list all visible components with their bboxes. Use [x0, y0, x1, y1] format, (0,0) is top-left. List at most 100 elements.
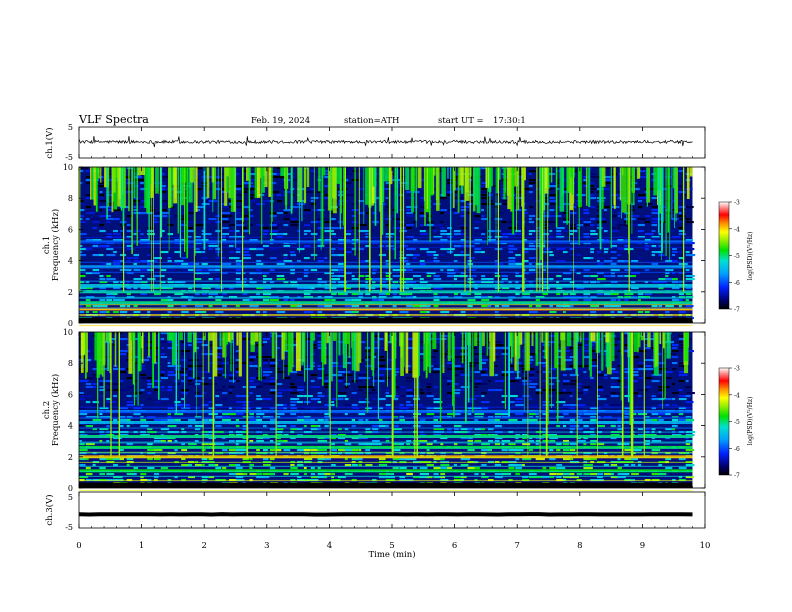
- spectrogram-cell: [133, 467, 138, 470]
- spectrogram-cell: [583, 464, 593, 467]
- spectrogram-cell: [426, 476, 433, 479]
- spectrogram-band: [79, 285, 693, 287]
- spectrogram-cell: [556, 230, 562, 233]
- spectrogram-cell: [310, 347, 319, 350]
- spectrogram-cell: [576, 404, 586, 407]
- spectrogram-cell: [290, 464, 295, 467]
- spectrogram-cell: [685, 386, 692, 389]
- spectrogram-cell: [672, 287, 680, 290]
- spectrogram-haze: [589, 332, 592, 377]
- spectrogram-cell: [235, 170, 245, 173]
- spectrogram-cell: [201, 398, 211, 401]
- spectrogram-cell: [385, 389, 389, 392]
- spectrogram-cell: [617, 458, 621, 461]
- spectrogram-cell: [508, 380, 517, 383]
- spectrogram-cell: [678, 200, 687, 203]
- spectrogram-cell: [167, 362, 171, 365]
- spectrogram-cell: [372, 350, 378, 353]
- spectrogram-cell: [617, 212, 621, 215]
- spectrogram-cell: [528, 215, 536, 218]
- spectrogram-cell: [467, 269, 477, 272]
- spectrogram-cell: [310, 227, 316, 230]
- spectrogram-cell: [413, 287, 421, 290]
- spectrogram-cell: [194, 407, 200, 410]
- spectrogram-cell: [569, 269, 576, 272]
- spectrogram-cell: [317, 428, 322, 431]
- spectrogram-cell: [188, 263, 194, 266]
- spectrogram-cell: [106, 440, 110, 443]
- spectrogram-cell: [317, 305, 326, 308]
- spectrogram-cell: [351, 305, 360, 308]
- spectrogram-cell: [426, 407, 434, 410]
- spectrogram-cell: [419, 185, 427, 188]
- spectrogram-cell: [92, 311, 98, 314]
- spectrogram-cell: [528, 371, 536, 374]
- spectrogram-haze: [232, 167, 235, 187]
- spectrogram-cell: [481, 305, 488, 308]
- spectrogram-cell: [644, 359, 654, 362]
- spectrogram-ytick-label: 6: [68, 390, 73, 399]
- spectrogram-cell: [147, 230, 154, 233]
- spectrogram-cell: [426, 443, 433, 446]
- spectrogram-cell: [249, 365, 258, 368]
- spectrogram-haze: [212, 167, 217, 200]
- spectrogram-haze: [120, 167, 125, 195]
- spectrogram-cell: [276, 383, 283, 386]
- spectrogram-cell: [174, 218, 180, 221]
- spectrogram-cell: [92, 428, 97, 431]
- spectrogram-cell: [426, 383, 432, 386]
- spectrogram-haze: [417, 167, 422, 189]
- spectrogram-cell: [631, 374, 639, 377]
- spectrogram-cell: [235, 371, 241, 374]
- spectrogram-cell: [392, 389, 400, 392]
- spectrogram-cell: [440, 272, 445, 275]
- spectrogram-haze: [686, 167, 690, 199]
- spectrogram-cell: [556, 170, 561, 173]
- spectrogram-cell: [672, 419, 679, 422]
- spectrogram-band: [79, 447, 693, 449]
- spectrogram-cell: [92, 377, 101, 380]
- spectrogram-cell: [99, 230, 106, 233]
- spectrogram-cell: [222, 233, 229, 236]
- spectrogram-cell: [174, 167, 181, 170]
- spectrogram-cell: [167, 425, 177, 428]
- spectrogram-cell: [85, 209, 89, 212]
- spectrogram-haze: [511, 332, 514, 358]
- spectrogram-cell: [515, 182, 525, 185]
- spectrogram-cell: [160, 287, 171, 290]
- spectrogram-cell: [85, 170, 91, 173]
- spectrogram-cell: [338, 218, 345, 221]
- spectrogram-cell: [119, 230, 125, 233]
- spectrogram-cell: [303, 356, 309, 359]
- spectrogram-cell: [358, 275, 365, 278]
- spectrogram-cell: [99, 377, 106, 380]
- spectrogram-cell: [317, 233, 326, 236]
- spectrogram-cell: [276, 335, 283, 338]
- spectrogram-cell: [256, 407, 262, 410]
- spectrogram-cell: [208, 401, 212, 404]
- spectrogram-cell: [106, 380, 113, 383]
- spectrogram-cell: [338, 227, 346, 230]
- spectrogram-cell: [290, 299, 295, 302]
- spectrogram-cell: [665, 233, 669, 236]
- time-tick-label: 3: [264, 541, 269, 551]
- spectrogram-cell: [338, 404, 341, 407]
- spectrogram-cell: [133, 206, 137, 209]
- spectrogram-cell: [269, 389, 277, 392]
- spectrogram-cell: [413, 221, 417, 224]
- spectrogram-cell: [79, 170, 84, 173]
- spectrogram-cell: [99, 227, 104, 230]
- spectrogram-cell: [351, 419, 356, 422]
- spectrogram-cell: [406, 209, 415, 212]
- spectrogram-cell: [297, 428, 303, 431]
- spectrogram-cell: [324, 425, 329, 428]
- spectrogram-cell: [269, 458, 275, 461]
- spectrogram-haze: [464, 167, 470, 201]
- spectrogram-cell: [447, 194, 451, 197]
- spectrogram-cell: [494, 353, 498, 356]
- spectrogram-cell: [678, 251, 683, 254]
- spectrogram-cell: [338, 269, 344, 272]
- spectrogram-cell: [269, 440, 274, 443]
- spectrogram-cell: [269, 224, 277, 227]
- spectrogram-cell: [154, 380, 162, 383]
